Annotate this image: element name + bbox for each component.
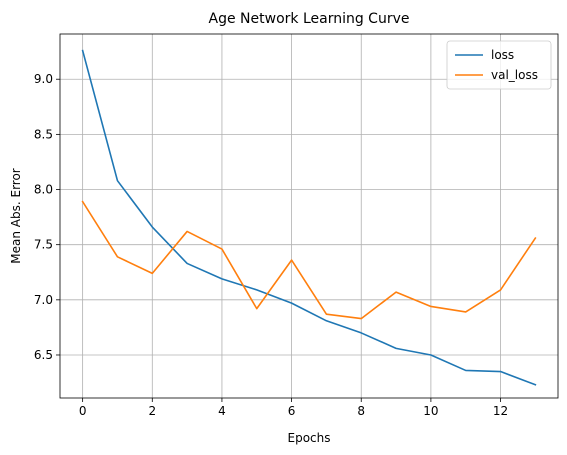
series-line-loss (81, 49, 537, 386)
x-tick-label: 4 (218, 404, 226, 418)
x-axis-label: Epochs (288, 431, 331, 445)
x-tick-label: 0 (79, 404, 87, 418)
plot-frame (59, 33, 559, 399)
x-tick-label: 12 (493, 404, 508, 418)
y-tick-label: 7.0 (34, 293, 53, 307)
x-tick-label: 8 (357, 404, 365, 418)
y-tick-label: 8.5 (34, 127, 53, 141)
legend-label-loss: loss (491, 48, 514, 62)
y-tick-label: 6.5 (34, 348, 53, 362)
legend-label-val-loss: val_loss (491, 68, 538, 82)
grid (60, 34, 558, 398)
series-line-val-loss (81, 200, 537, 320)
y-tick-label: 9.0 (34, 72, 53, 86)
y-tick-label: 7.5 (34, 238, 53, 252)
x-tick-label: 2 (148, 404, 156, 418)
y-tick-label: 8.0 (34, 183, 53, 197)
x-axis-ticks: 0 2 4 6 8 10 12 (79, 398, 508, 418)
legend: loss val_loss (446, 40, 552, 90)
y-axis-label: Mean Abs. Error (9, 168, 23, 264)
x-tick-label: 10 (423, 404, 438, 418)
series-layer (81, 49, 537, 386)
chart-title: Age Network Learning Curve (209, 11, 410, 27)
legend-box (446, 40, 552, 90)
x-tick-label: 6 (288, 404, 296, 418)
y-axis-ticks: 6.5 7.0 7.5 8.0 8.5 9.0 (34, 72, 60, 362)
